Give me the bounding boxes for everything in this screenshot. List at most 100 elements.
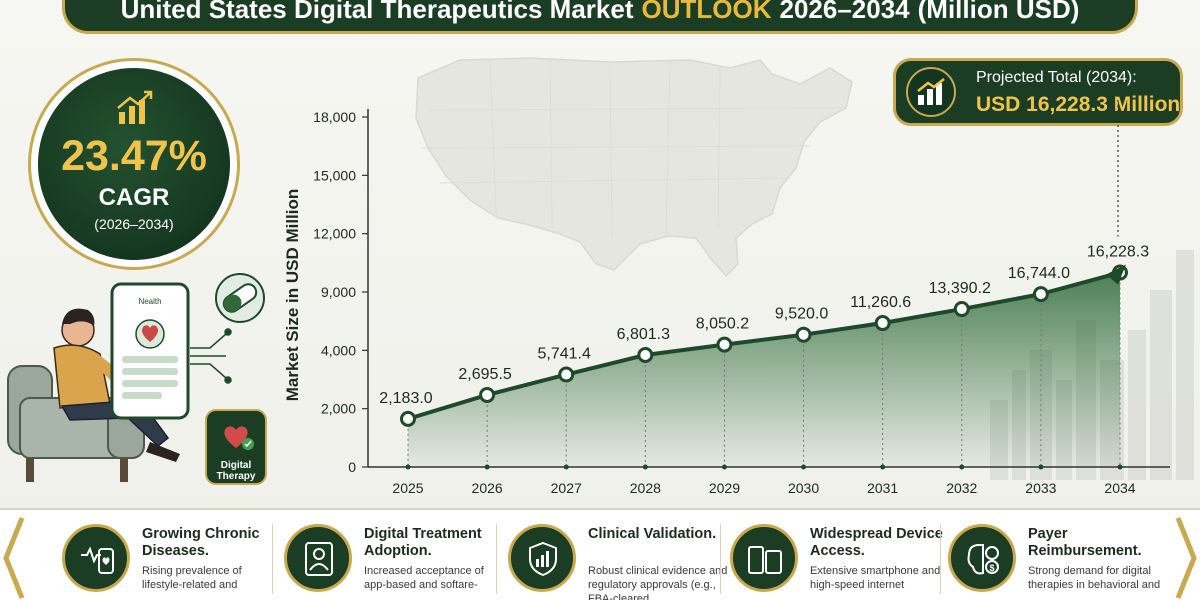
driver-desc: Rising prevalence of lifestyle-related a… xyxy=(142,565,242,591)
digital-therapy-label: Digital Therapy xyxy=(216,460,256,482)
driver-desc: Increased acceptance of app-based and so… xyxy=(364,565,484,591)
data-point xyxy=(637,347,654,363)
driver-desc: Extensive smartphone and high-speed inte… xyxy=(810,565,941,591)
trend-arrowhead xyxy=(1106,264,1126,285)
title-unit: (Million USD) xyxy=(917,0,1080,24)
x-tick-dot xyxy=(880,464,886,470)
driver-separator xyxy=(940,524,941,594)
x-tick-label: 2031 xyxy=(867,480,898,496)
data-label: 2,183.0 xyxy=(379,390,432,407)
brain-dollar-icon: $ xyxy=(948,524,1016,592)
x-tick-label: 2027 xyxy=(551,480,582,496)
x-tick-label: 2025 xyxy=(392,480,423,496)
title-years: 2026–2034 xyxy=(779,0,910,24)
y-tick-label: 12,000 xyxy=(313,226,356,242)
data-point xyxy=(558,366,575,383)
bar-growth-icon xyxy=(917,78,945,105)
driver-title: Digital Treatment Adoption. xyxy=(364,526,482,559)
driver-chronic-diseases: Growing Chronic Diseases. Rising prevale… xyxy=(58,510,280,600)
x-tick-dot xyxy=(642,464,648,470)
driver-title: Widespread Device Access. xyxy=(810,526,943,559)
data-point xyxy=(1032,286,1049,303)
driver-title: Growing Chronic Diseases. xyxy=(142,526,260,559)
us-map-background xyxy=(415,57,853,278)
doctor-tablet-icon xyxy=(284,524,352,592)
y-tick-label: 0 xyxy=(348,459,356,475)
heart-phone-icon xyxy=(62,524,130,592)
data-point xyxy=(874,315,891,332)
data-label: 9,520.0 xyxy=(775,306,828,323)
market-drivers-strip: Growing Chronic Diseases. Rising prevale… xyxy=(0,508,1200,600)
x-tick-label: 2028 xyxy=(630,480,661,496)
y-tick-label: 4,000 xyxy=(321,342,356,358)
svg-text:$: $ xyxy=(989,563,994,573)
cagr-period: (2026–2034) xyxy=(94,216,174,232)
series-area-fill xyxy=(408,272,1120,467)
x-tick-label: 2026 xyxy=(472,480,503,496)
data-point xyxy=(479,386,496,403)
x-tick-dot xyxy=(1038,464,1044,470)
data-point xyxy=(795,326,812,343)
y-axis-title: Market Size in USD Million xyxy=(283,189,302,402)
title-main: United States Digital Therapeutics Marke… xyxy=(120,0,634,24)
left-chevron-decoration xyxy=(3,517,25,599)
data-label: 11,260.6 xyxy=(850,294,911,311)
driver-separator xyxy=(272,524,273,594)
projected-total-box: Projected Total (2034): USD 16,228.3 Mil… xyxy=(893,58,1183,126)
y-tick-label: 9,000 xyxy=(321,284,356,300)
data-point xyxy=(716,336,733,353)
projection-label: Projected Total (2034): xyxy=(976,69,1137,86)
data-label: 5,741.4 xyxy=(538,346,591,363)
x-tick-label: 2034 xyxy=(1104,480,1135,496)
x-tick-label: 2030 xyxy=(788,480,819,496)
x-tick-label: 2033 xyxy=(1025,480,1056,496)
devices-icon xyxy=(730,524,798,592)
person-with-phone-illustration: Nealth xyxy=(7,273,267,485)
shield-chart-icon xyxy=(508,524,576,592)
x-tick-label: 2029 xyxy=(709,480,740,496)
pill-icon xyxy=(215,273,265,323)
driver-desc: Strong demand for digital therapies in b… xyxy=(1028,565,1161,591)
data-label: 13,390.2 xyxy=(929,280,991,297)
x-tick-dot xyxy=(563,464,569,470)
x-tick-dot xyxy=(959,464,965,470)
driver-desc: Robust clinical evidence and regulatory … xyxy=(588,565,728,600)
driver-clinical-validation: Clinical Validation. Robust clinical evi… xyxy=(504,510,728,600)
growth-chart-icon xyxy=(117,90,153,124)
cagr-label: CAGR xyxy=(98,184,170,211)
title-banner: United States Digital Therapeutics Marke… xyxy=(62,0,1138,34)
right-chevron-decoration xyxy=(1175,517,1197,599)
driver-separator xyxy=(496,524,497,594)
phone-header-text: Nealth xyxy=(138,297,161,306)
projection-icon-circle xyxy=(906,67,956,117)
circuit-lines xyxy=(190,328,232,384)
driver-title: Payer Reimbursement. xyxy=(1028,526,1142,559)
x-tick-dot xyxy=(801,464,807,470)
market-size-chart: 0 2,000 4,000 9,000 12,000 15,000 18,000 2025 2… xyxy=(283,95,1170,496)
x-tick-label: 2032 xyxy=(946,480,977,496)
driver-title: Clinical Validation. xyxy=(588,526,717,542)
data-label: 8,050.2 xyxy=(696,316,749,333)
cagr-badge: 23.47% CAGR (2026–2034) xyxy=(38,68,230,260)
cagr-value: 23.47% xyxy=(61,132,207,180)
data-point xyxy=(400,410,416,427)
driver-digital-treatment: Digital Treatment Adoption. Increased ac… xyxy=(280,510,502,600)
data-label: 6,801.3 xyxy=(617,326,670,343)
x-tick-dot xyxy=(721,464,727,470)
driver-device-access: Widespread Device Access. Extensive smar… xyxy=(726,510,948,600)
digital-therapy-badge xyxy=(205,409,267,485)
data-label: 2,695.5 xyxy=(458,366,511,383)
y-tick-label: 18,000 xyxy=(313,109,356,125)
x-tick-dot xyxy=(405,464,411,470)
series-line xyxy=(407,270,1121,421)
data-point xyxy=(953,301,970,318)
data-label: 16,744.0 xyxy=(1008,265,1070,282)
data-label: 16,228.3 xyxy=(1087,244,1149,261)
y-tick-label: 15,000 xyxy=(313,167,356,183)
title-accent: OUTLOOK xyxy=(641,0,772,24)
phone-mockup: Nealth xyxy=(110,282,190,420)
driver-separator xyxy=(720,524,721,594)
y-tick-label: 2,000 xyxy=(321,401,356,417)
driver-payer-reimbursement: $ Payer Reimbursement. Strong demand for… xyxy=(944,510,1166,600)
projection-value: USD 16,228.3 Million xyxy=(976,93,1181,116)
